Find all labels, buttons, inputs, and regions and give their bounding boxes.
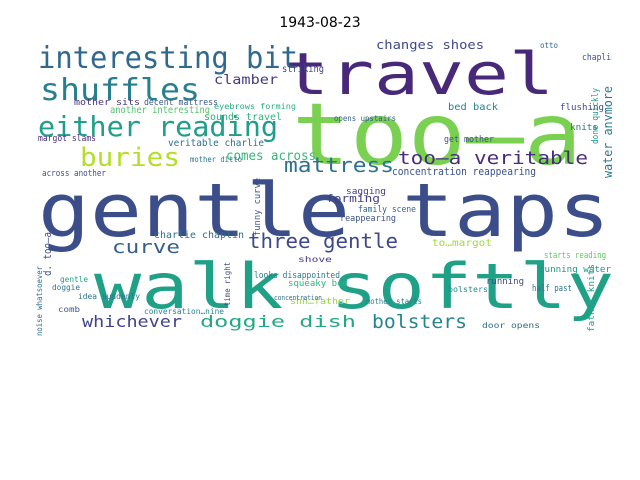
cloud-word: funny curve (253, 178, 263, 236)
cloud-word: shh…father (290, 297, 351, 307)
cloud-word: concentration reappearing (392, 165, 536, 178)
cloud-word: running (486, 277, 524, 287)
cloud-word: mother starts (366, 297, 422, 306)
cloud-word: reappearing (340, 214, 396, 224)
cloud-word: flushing (560, 103, 604, 113)
cloud-word: sagging (346, 187, 386, 197)
cloud-word: another interesting (110, 105, 210, 116)
cloud-word: whichever (82, 312, 182, 331)
cloud-word: mattress (284, 153, 394, 177)
cloud-word: concentration (274, 294, 322, 302)
cloud-word: charlie chaplin (154, 230, 244, 241)
word-cloud: gentle taps walk softly too—a travel int… (35, 38, 612, 336)
cloud-word: eyebrows forming (214, 102, 296, 111)
cloud-word: bed back (448, 102, 498, 113)
cloud-word: sounds travel (204, 112, 282, 123)
cloud-word: decent mattress (144, 98, 218, 108)
cloud-word: water anymore (601, 86, 612, 178)
cloud-word: otto (540, 41, 558, 50)
cloud-word: half past (532, 284, 572, 294)
cloud-word: forming (326, 192, 380, 205)
cloud-word: knits (570, 123, 598, 133)
cloud-word: starts reading (544, 251, 606, 261)
cloud-word: veritable charlie (168, 138, 264, 149)
cloud-word: father knits (587, 264, 597, 332)
cloud-word: idea suddenly (78, 292, 140, 301)
cloud-word: three gentle (248, 229, 398, 253)
cloud-word: across another (42, 169, 106, 179)
figure-title: 1943-08-23 (279, 15, 361, 31)
cloud-word: time right (223, 262, 232, 306)
cloud-word: doggie (52, 283, 80, 292)
cloud-word: conversation…nine (144, 307, 224, 316)
cloud-word: done quickly (591, 88, 601, 144)
cloud-word: buries (80, 143, 180, 173)
cloud-word: changes shoes (376, 38, 484, 52)
cloud-word: gentle taps (38, 168, 610, 254)
cloud-word: mother sits (74, 98, 140, 108)
cloud-word: striking (282, 64, 324, 75)
cloud-word: bolsters (448, 285, 488, 294)
cloud-word: travel (284, 40, 554, 108)
cloud-word: d. too—a (41, 232, 54, 276)
cloud-word: curve (112, 237, 180, 258)
cloud-word: looks disappointed (254, 271, 340, 281)
cloud-word: to…margot (432, 238, 492, 249)
cloud-word: interesting bit (38, 41, 298, 76)
cloud-word: get mother (444, 135, 495, 145)
cloud-word: comb (58, 305, 80, 314)
cloud-word: chaplin (582, 53, 612, 63)
cloud-word: running water (539, 265, 612, 275)
cloud-word: bolsters (372, 311, 467, 333)
cloud-word: squeaky bed (288, 279, 348, 289)
cloud-word: shove (298, 255, 332, 264)
cloud-word: noise whatsoever (35, 266, 44, 336)
cloud-word: shuffles (40, 73, 200, 108)
cloud-word: comes across (226, 149, 316, 164)
cloud-word: family scene (358, 205, 416, 215)
cloud-word: mother ditto (190, 155, 242, 164)
cloud-word: too—a veritable (398, 148, 588, 169)
cloud-word: walk softly (94, 250, 612, 323)
cloud-word: opens upstairs (334, 114, 396, 123)
cloud-word: gentle (60, 275, 88, 284)
cloud-word: either reading (38, 110, 278, 143)
cloud-word: margot slams (38, 134, 96, 144)
cloud-word: clamber (214, 73, 278, 88)
cloud-word: door opens (482, 321, 540, 330)
cloud-word: doggie dish (200, 312, 356, 331)
cloud-word: too—a (292, 85, 582, 185)
